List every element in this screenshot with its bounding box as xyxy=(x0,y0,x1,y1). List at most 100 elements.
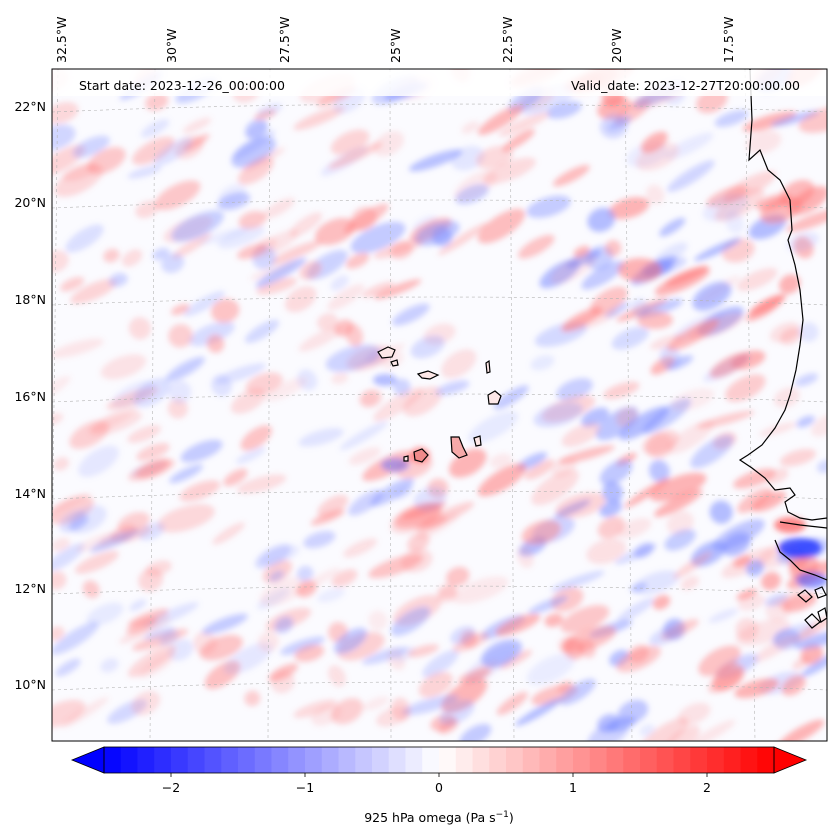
colorbar-cell xyxy=(271,747,289,773)
colorbar-cell xyxy=(606,747,624,773)
omega-blob xyxy=(232,130,276,160)
omega-blob xyxy=(314,217,356,246)
omega-blob xyxy=(121,249,143,267)
omega-blob xyxy=(481,639,523,668)
start-date-label: Start date: 2023-12-26_00:00:00 xyxy=(79,78,285,93)
omega-blob xyxy=(617,517,652,539)
omega-blob xyxy=(256,277,297,295)
omega-blob xyxy=(605,239,622,257)
omega-blob xyxy=(581,260,625,290)
omega-blob xyxy=(450,626,476,645)
omega-blob xyxy=(86,602,124,626)
omega-blob xyxy=(374,279,422,300)
lat-label-10n: 10°N xyxy=(14,677,46,692)
omega-blob xyxy=(330,275,349,291)
lon-label-27-5w: 27.5°W xyxy=(277,17,292,63)
meridian-line xyxy=(624,69,633,741)
colorbar-tick-minus-1: −1 xyxy=(296,780,314,795)
omega-blob xyxy=(597,714,620,733)
omega-blob xyxy=(733,555,752,568)
omega-blob xyxy=(764,593,789,607)
omega-blob xyxy=(168,324,193,348)
omega-blob xyxy=(640,131,668,153)
omega-blob xyxy=(737,488,773,513)
omega-blob xyxy=(789,186,827,215)
colorbar-tick-2: 2 xyxy=(703,780,711,795)
omega-blob xyxy=(268,570,285,582)
omega-blob xyxy=(61,697,109,728)
colorbar-cell xyxy=(673,747,691,773)
omega-blob xyxy=(370,478,414,507)
header-strip xyxy=(53,70,826,96)
parallel-line xyxy=(52,490,827,500)
omega-blob xyxy=(599,500,623,518)
omega-blob xyxy=(561,307,603,331)
colorbar-cell xyxy=(321,747,340,773)
colorbar: −2 −1 0 1 2 925 hPa omega (Pa s−1) xyxy=(70,746,808,825)
colorbar-cell xyxy=(439,747,457,773)
omega-blob xyxy=(745,129,782,154)
omega-blob xyxy=(52,621,99,655)
meridian-line xyxy=(509,69,515,741)
omega-blob xyxy=(798,322,819,343)
omega-blob xyxy=(334,319,354,337)
omega-blob xyxy=(206,334,225,353)
omega-blob xyxy=(373,131,405,157)
omega-blob xyxy=(639,717,689,741)
omega-blob xyxy=(348,489,383,516)
omega-blob xyxy=(390,241,413,260)
map-frame xyxy=(51,68,828,742)
omega-blob xyxy=(418,671,453,698)
meridian-line xyxy=(389,69,392,741)
lat-label-18n: 18°N xyxy=(14,292,46,307)
omega-blob xyxy=(654,267,710,296)
fogo-island xyxy=(413,448,429,463)
omega-blob xyxy=(670,388,715,411)
omega-blob xyxy=(745,559,764,577)
omega-blob xyxy=(331,698,364,725)
omega-blob xyxy=(136,458,171,479)
omega-blob xyxy=(285,286,317,313)
omega-blob xyxy=(144,602,199,628)
omega-blob xyxy=(350,206,377,231)
omega-blob xyxy=(244,690,261,707)
omega-blob xyxy=(526,653,575,686)
omega-blob xyxy=(297,369,318,391)
omega-blob xyxy=(530,354,555,371)
omega-blob xyxy=(778,538,822,558)
omega-blob xyxy=(432,226,453,247)
omega-blob xyxy=(153,137,193,166)
parallel-line xyxy=(52,199,827,209)
omega-blob xyxy=(180,439,223,463)
omega-blob xyxy=(438,222,488,256)
omega-blob xyxy=(817,460,827,473)
omega-blob xyxy=(712,663,745,691)
longitude-labels: 32.5°W 30°W 27.5°W 25°W 22.5°W 20°W 17.5… xyxy=(54,17,736,63)
omega-blob xyxy=(665,725,700,741)
omega-blob xyxy=(409,149,463,172)
colorbar-cell xyxy=(355,747,373,773)
omega-blob xyxy=(794,373,819,387)
omega-blob xyxy=(659,217,686,237)
omega-blob xyxy=(708,608,739,623)
colorbar-cell xyxy=(204,747,222,773)
omega-blob xyxy=(52,495,94,525)
omega-blob xyxy=(394,485,414,500)
lat-label-20n: 20°N xyxy=(14,195,46,210)
omega-blob xyxy=(117,512,150,534)
omega-blob xyxy=(368,554,424,579)
colorbar-cell xyxy=(740,747,758,773)
omega-blob xyxy=(446,566,470,587)
lon-label-25w: 25°W xyxy=(388,28,403,63)
omega-blob xyxy=(165,356,205,382)
omega-blob xyxy=(742,111,797,132)
omega-blob xyxy=(696,410,755,429)
omega-blob xyxy=(733,468,776,489)
omega-blob xyxy=(633,570,680,595)
omega-blob xyxy=(652,595,671,610)
omega-blob xyxy=(223,642,273,675)
colorbar-cell xyxy=(573,747,591,773)
omega-blob xyxy=(650,459,672,483)
lat-label-12n: 12°N xyxy=(14,581,46,596)
